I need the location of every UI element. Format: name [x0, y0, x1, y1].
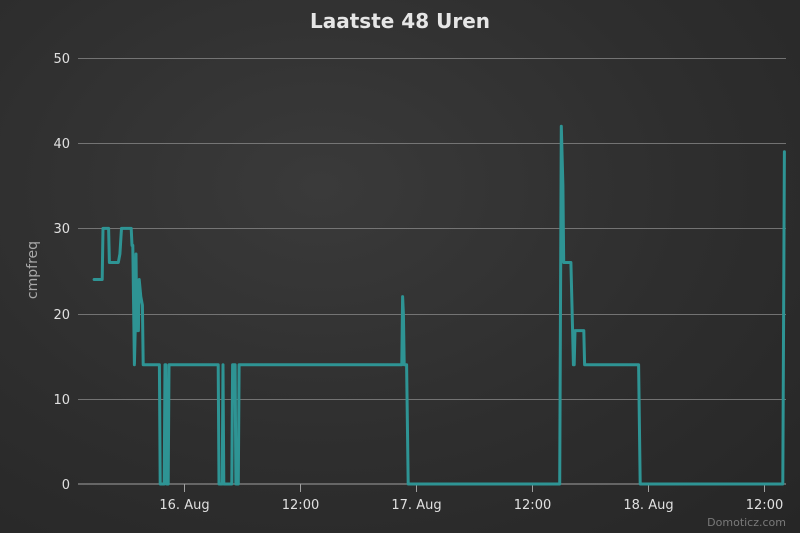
- y-axis: 0 10 20 30 40 50: [53, 52, 70, 493]
- x-tick-label: 12:00: [746, 498, 783, 513]
- credits-label[interactable]: Domoticz.com: [707, 516, 786, 529]
- x-tick-label: 18. Aug: [623, 498, 673, 513]
- y-tick-label: 40: [53, 137, 70, 152]
- x-tick-label: 17. Aug: [391, 498, 441, 513]
- x-axis: 16. Aug 12:00 17. Aug 12:00 18. Aug 12:00: [78, 483, 786, 513]
- chart-title: Laatste 48 Uren: [310, 9, 490, 33]
- y-axis-title: cmpfreq: [25, 241, 41, 299]
- y-tick-label: 10: [53, 393, 70, 408]
- y-tick-label: 0: [62, 478, 70, 493]
- y-tick-label: 50: [53, 52, 70, 67]
- y-tick-label: 20: [53, 308, 70, 323]
- x-tick-label: 12:00: [282, 498, 319, 513]
- y-tick-label: 30: [53, 222, 70, 237]
- series-line[interactable]: [92, 124, 786, 486]
- grid: [78, 58, 786, 400]
- x-tick-label: 16. Aug: [159, 498, 209, 513]
- x-tick-label: 12:00: [514, 498, 551, 513]
- series-group: [92, 124, 786, 486]
